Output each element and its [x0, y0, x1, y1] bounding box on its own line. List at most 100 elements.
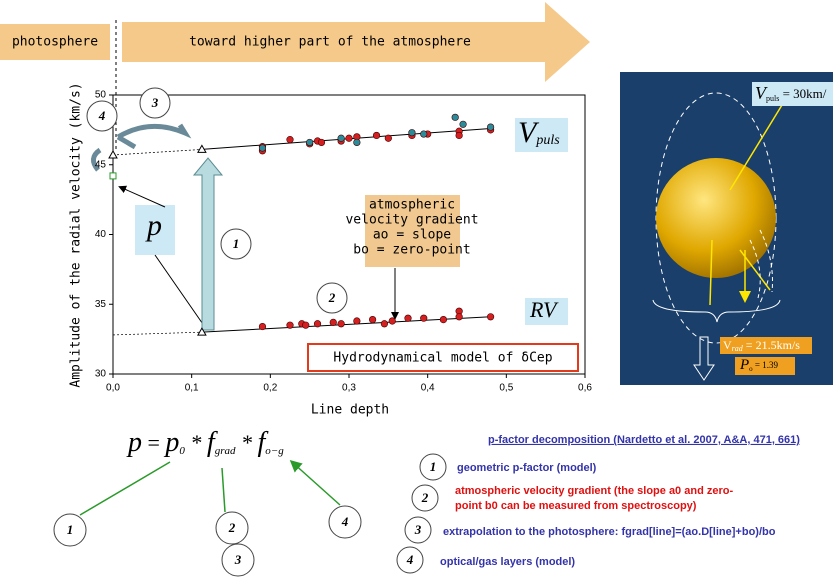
- data-point: [420, 130, 428, 138]
- curved-arrow: [91, 147, 102, 172]
- data-point: [451, 113, 459, 121]
- number-circle: [221, 543, 255, 577]
- number: 1: [233, 236, 240, 251]
- data-point: [384, 134, 392, 142]
- x-tick-label: 0,2: [263, 383, 277, 394]
- number-circle: [220, 228, 252, 260]
- gradient-box: [365, 195, 460, 267]
- gradient-text: bo = zero-point: [353, 243, 470, 258]
- number-circle: [215, 511, 249, 545]
- data-point: [337, 320, 345, 328]
- vpuls-label: Vpuls: [518, 116, 560, 149]
- gradient-text: velocity gradient: [345, 213, 478, 228]
- number-circle: [139, 87, 171, 119]
- x-tick-label: 0,0: [106, 383, 120, 394]
- number: 3: [234, 552, 242, 567]
- x-tick-label: 0,4: [421, 383, 435, 394]
- data-point: [459, 120, 467, 128]
- p0-box: [735, 357, 795, 375]
- banner-right: toward higher part of the atmosphere: [189, 35, 471, 50]
- p-arrow-up: [192, 157, 224, 331]
- y-tick-label: 30: [95, 369, 107, 380]
- data-point: [258, 322, 267, 331]
- data-point: [258, 144, 267, 152]
- data-point: [372, 131, 381, 140]
- vpuls-box: [515, 118, 568, 152]
- data-point: [487, 123, 495, 131]
- decomposition-item: atmospheric velocity gradient (the slope…: [455, 485, 733, 497]
- p-box: [135, 205, 175, 255]
- banner-arrow: [122, 2, 590, 82]
- fit-start: [197, 327, 207, 336]
- data-point: [286, 136, 294, 144]
- data-point: [380, 320, 389, 328]
- data-point: [455, 313, 463, 321]
- data-point: [404, 314, 412, 322]
- number: 4: [406, 552, 414, 567]
- x-tick-label: 0,3: [342, 383, 356, 394]
- decomposition-title: p-factor decomposition (Nardetto et al. …: [488, 434, 800, 446]
- x-tick-label: 0,1: [185, 383, 199, 394]
- model-box: [307, 343, 579, 372]
- gradient-text: atmospheric: [369, 198, 455, 213]
- p0-value: Po = 1.39: [739, 357, 778, 373]
- data-point: [455, 131, 463, 140]
- number: 1: [430, 459, 437, 474]
- x-axis-label: Line depth: [311, 403, 389, 418]
- vpuls-value-box: [752, 82, 833, 106]
- y-tick-label: 35: [95, 299, 107, 310]
- y-tick-label: 45: [95, 159, 107, 170]
- data-point: [302, 321, 310, 329]
- velocity-arrows: [749, 229, 773, 299]
- extrapolation-line: [112, 331, 202, 336]
- number: 2: [421, 490, 429, 505]
- number: 4: [98, 108, 106, 123]
- down-arrow: [693, 336, 715, 381]
- velocity-arrows: [709, 104, 783, 305]
- p-arrows: [120, 187, 208, 331]
- decomposition-item: extrapolation to the photosphere: fgrad[…: [443, 526, 776, 538]
- number-circle: [396, 546, 424, 574]
- chart: Line depth Amplitude of the radial veloc…: [69, 82, 593, 417]
- y-axis-label: Amplitude of the radial velocity (km/s): [69, 82, 84, 387]
- data-point: [439, 315, 448, 324]
- vrad-box: [720, 337, 812, 354]
- data-point: [329, 318, 337, 326]
- brace: [652, 299, 781, 323]
- number: 4: [341, 514, 349, 529]
- data-point: [313, 320, 322, 328]
- rv-box: [525, 298, 568, 325]
- vrad-value: Vrad = 21.5km/s: [723, 338, 800, 353]
- number-circle: [411, 484, 439, 512]
- data-point: [345, 134, 353, 142]
- fit-line: [201, 316, 491, 333]
- formula: p = p0 * fgrad * fo−g: [126, 427, 284, 458]
- banner-left: photosphere: [12, 35, 98, 50]
- photosphere-point: [109, 172, 117, 180]
- number: 3: [414, 522, 422, 537]
- data-point: [353, 317, 361, 325]
- number: 1: [67, 522, 74, 537]
- banner-box: [0, 24, 110, 60]
- model-label: Hydrodynamical model of δCep: [333, 351, 552, 366]
- data-point: [353, 138, 361, 147]
- data-point: [420, 314, 428, 322]
- extrapolation-line: [112, 149, 202, 156]
- number-circle: [328, 505, 362, 539]
- rv-label: RV: [529, 297, 559, 322]
- x-tick-label: 0,6: [578, 383, 592, 394]
- vpuls-value: Vpuls = 30km/: [755, 83, 827, 103]
- decomposition-item: optical/gas layers (model): [440, 556, 575, 568]
- fit-start: [197, 144, 207, 153]
- gradient-text: ao = slope: [373, 228, 451, 243]
- p-label: p: [145, 209, 162, 242]
- data-point: [337, 134, 345, 142]
- data-point: [487, 313, 495, 321]
- number: 2: [228, 520, 236, 535]
- x-tick-label: 0,5: [499, 383, 513, 394]
- number-circle: [86, 100, 118, 132]
- decomposition-item: point b0 can be measured from spectrosco…: [455, 500, 697, 512]
- curved-arrow: [116, 123, 192, 150]
- formula-arrows: [79, 462, 341, 516]
